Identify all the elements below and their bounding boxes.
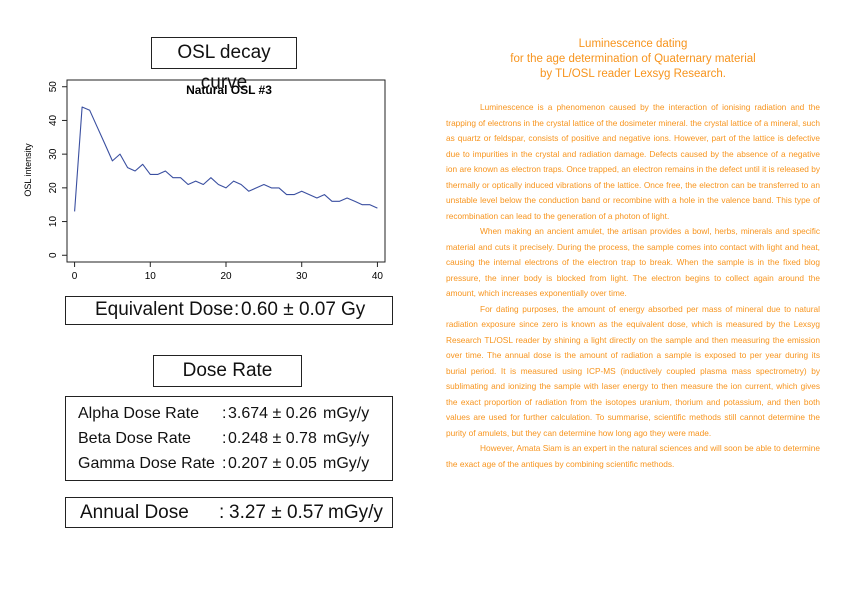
y-tick-label: 40	[48, 114, 59, 126]
heading-line: for the age determination of Quaternary …	[510, 53, 756, 65]
alpha-dose-rate-row: Alpha Dose Rate : 3.674 ± 0.26 mGy/y	[66, 405, 392, 427]
x-tick-label: 30	[296, 271, 308, 282]
x-axis: 0 10 20 30 40	[72, 262, 384, 282]
article-paragraph: When making an ancient amulet, the artis…	[446, 226, 820, 298]
rate-separator: :	[222, 405, 227, 422]
y-tick-label: 50	[48, 81, 59, 93]
equivalent-dose-separator: :	[234, 299, 240, 320]
osl-decay-line	[74, 106, 378, 212]
y-tick-label: 20	[48, 182, 59, 194]
equivalent-dose-label: Equivalent Dose	[95, 299, 234, 320]
y-axis-label: OSL intensity	[23, 143, 33, 197]
series-layer	[74, 106, 378, 212]
y-tick-label: 0	[48, 252, 59, 258]
rate-value: 0.207 ± 0.05	[228, 455, 317, 472]
heading-line: Luminescence dating	[578, 38, 688, 50]
rate-label: Gamma Dose Rate	[78, 455, 215, 472]
chart-title: Natural OSL #3	[186, 83, 272, 97]
article-paragraph: Luminescence is a phenomenon caused by t…	[446, 102, 820, 221]
plot-frame	[66, 79, 386, 263]
beta-dose-rate-row: Beta Dose Rate : 0.248 ± 0.78 mGy/y	[66, 430, 392, 452]
rate-label: Alpha Dose Rate	[78, 405, 199, 422]
annual-dose-box: Annual Dose : 3.27 ± 0.57 mGy/y	[65, 497, 393, 528]
y-tick-label: 10	[48, 216, 59, 228]
y-axis: 0 10 20 30 40 50	[48, 81, 67, 258]
rate-value: 0.248 ± 0.78	[228, 430, 317, 447]
rate-unit: mGy/y	[323, 405, 370, 422]
annual-dose-separator: :	[219, 502, 225, 523]
equivalent-dose-value: 0.60 ± 0.07	[241, 299, 336, 320]
x-tick-label: 40	[372, 271, 384, 282]
rate-separator: :	[222, 455, 227, 472]
rate-separator: :	[222, 430, 227, 447]
article-body: Luminescence is a phenomenon caused by t…	[446, 100, 820, 472]
annual-dose-label: Annual Dose	[80, 502, 189, 523]
rate-unit: mGy/y	[323, 455, 370, 472]
annual-dose-unit: mGy/y	[328, 502, 383, 523]
dose-rate-title: Dose Rate	[153, 355, 302, 387]
annual-dose-value: 3.27 ± 0.57	[229, 502, 324, 523]
gamma-dose-rate-row: Gamma Dose Rate : 0.207 ± 0.05 mGy/y	[66, 455, 392, 477]
y-tick-label: 30	[48, 148, 59, 160]
x-tick-label: 0	[72, 271, 78, 282]
rate-value: 3.674 ± 0.26	[228, 405, 317, 422]
heading-line: by TL/OSL reader Lexsyg Research.	[539, 68, 726, 80]
x-tick-label: 10	[145, 271, 157, 282]
article-paragraph: However, Amata Siam is an expert in the …	[446, 443, 820, 469]
rate-label: Beta Dose Rate	[78, 430, 191, 447]
equivalent-dose-unit: Gy	[341, 299, 366, 320]
osl-decay-title: OSL decay curve	[151, 37, 297, 93]
equivalent-dose-box: Equivalent Dose : 0.60 ± 0.07 Gy	[65, 296, 393, 325]
dose-rates-box: Alpha Dose Rate : 3.674 ± 0.26 mGy/y Bet…	[65, 396, 393, 481]
rate-unit: mGy/y	[323, 430, 370, 447]
article-paragraph: For dating purposes, the amount of energ…	[446, 303, 820, 438]
article-heading: Luminescence dating for the age determin…	[446, 37, 820, 82]
x-tick-label: 20	[220, 271, 232, 282]
